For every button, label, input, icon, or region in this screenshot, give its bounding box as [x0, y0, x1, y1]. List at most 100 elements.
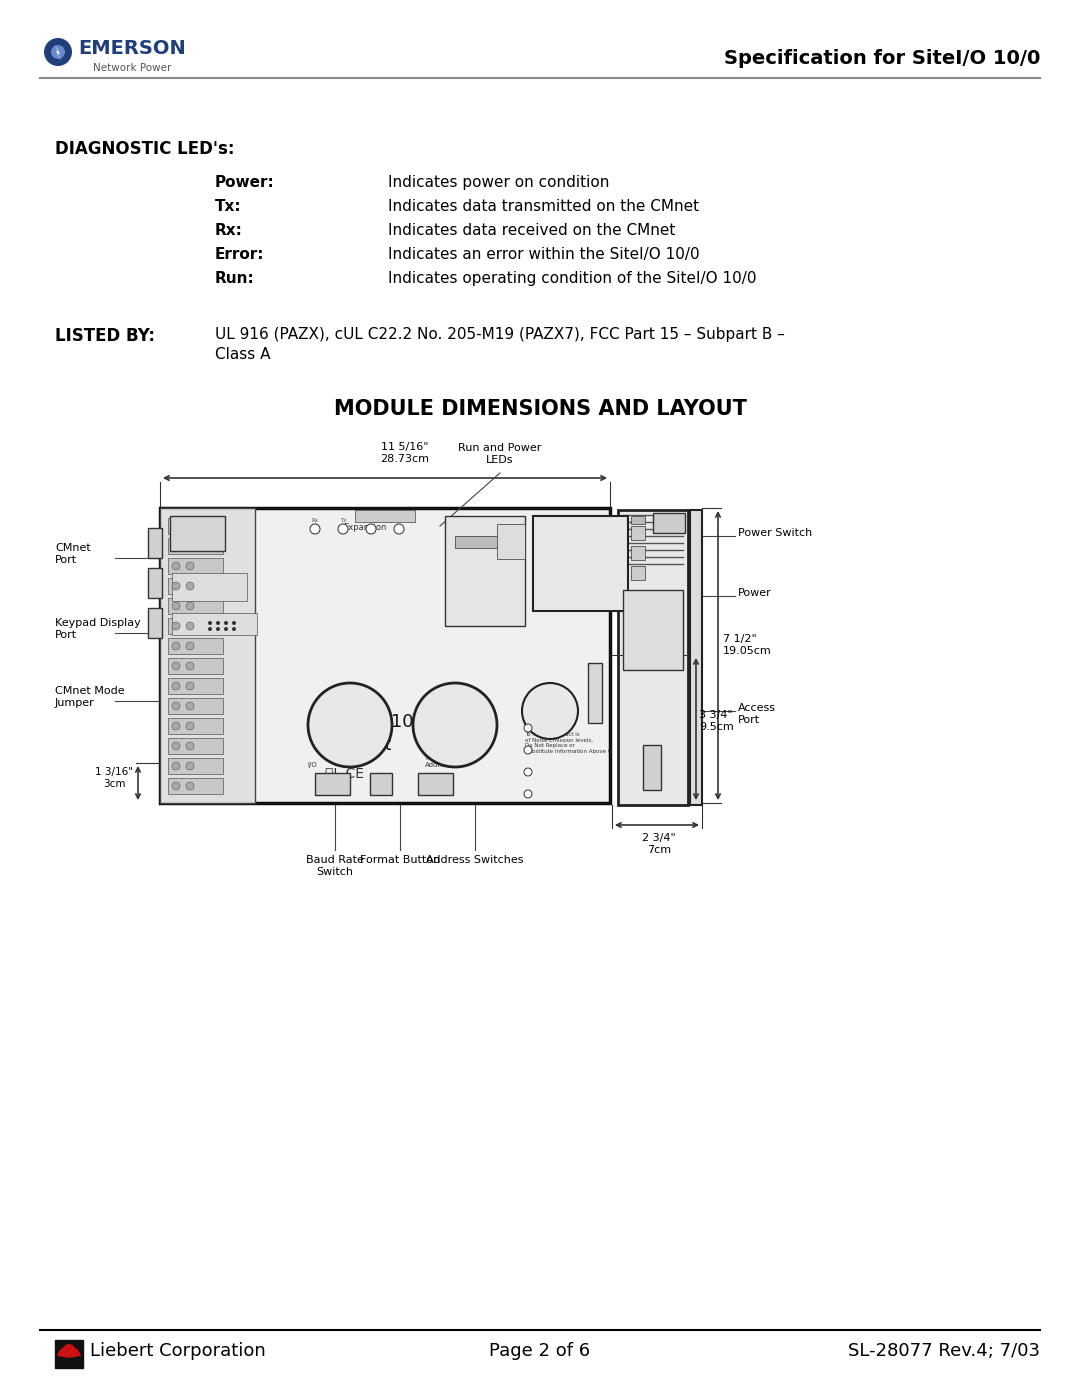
Bar	[168, 698, 222, 714]
Bar	[588, 664, 602, 724]
Bar	[623, 590, 683, 671]
Text: CMnet Mode: CMnet Mode	[173, 615, 216, 622]
Text: Access
Port: Access Port	[535, 687, 561, 707]
Circle shape	[216, 627, 220, 631]
Text: Power: Power	[738, 588, 772, 598]
Circle shape	[172, 643, 180, 650]
Bar	[631, 527, 645, 541]
Text: CAUTION
To Assure Product is
of Noise Emission levels,
Do Not Replace or
Substit: CAUTION To Assure Product is of Noise Em…	[525, 726, 611, 754]
Text: Network Power: Network Power	[93, 63, 172, 73]
Circle shape	[172, 542, 180, 550]
Bar	[168, 759, 222, 774]
Bar	[418, 773, 453, 795]
Text: 11 5/16"
28.73cm: 11 5/16" 28.73cm	[380, 443, 430, 464]
Text: On   Off: On Off	[457, 538, 484, 543]
Circle shape	[44, 38, 72, 66]
Bar	[631, 546, 645, 560]
Polygon shape	[54, 43, 62, 61]
Bar	[168, 718, 222, 733]
Circle shape	[338, 524, 348, 534]
Text: CMnet Mode
Jumper: CMnet Mode Jumper	[55, 686, 124, 708]
Text: Indicates data transmitted on the CMnet: Indicates data transmitted on the CMnet	[388, 198, 699, 214]
Text: Auxiliary
Device
Port: Auxiliary Device Port	[173, 576, 204, 595]
Circle shape	[232, 627, 237, 631]
Text: Run and Power
LEDs: Run and Power LEDs	[458, 443, 542, 465]
Text: MODULE DIMENSIONS AND LAYOUT: MODULE DIMENSIONS AND LAYOUT	[334, 400, 746, 419]
Bar	[631, 515, 645, 524]
Circle shape	[186, 742, 194, 750]
Text: Indicates operating condition of the SiteI/O 10/0: Indicates operating condition of the Sit…	[388, 271, 756, 286]
Circle shape	[522, 683, 578, 739]
Text: Rx: Rx	[312, 518, 319, 522]
Circle shape	[413, 683, 497, 767]
Circle shape	[208, 627, 212, 631]
Circle shape	[172, 722, 180, 731]
Bar	[160, 509, 255, 803]
Circle shape	[394, 524, 404, 534]
Text: Indicates data received on the CMnet: Indicates data received on the CMnet	[388, 224, 675, 237]
Circle shape	[172, 562, 180, 570]
Text: Indicates power on condition: Indicates power on condition	[388, 175, 609, 190]
Bar	[315, 773, 350, 795]
Bar	[172, 613, 257, 636]
Bar	[168, 578, 222, 594]
Bar	[55, 1340, 83, 1368]
Circle shape	[186, 722, 194, 731]
Circle shape	[232, 622, 237, 624]
Text: DIAGNOSTIC LED's:: DIAGNOSTIC LED's:	[55, 140, 234, 158]
Circle shape	[172, 622, 180, 630]
Text: Liebert Corporation: Liebert Corporation	[90, 1343, 266, 1361]
Circle shape	[172, 583, 180, 590]
Text: SL-28077 Rev.4; 7/03: SL-28077 Rev.4; 7/03	[848, 1343, 1040, 1361]
Text: Net+
Net-
Shield: Net+ Net- Shield	[172, 518, 193, 538]
Bar	[168, 557, 222, 574]
Circle shape	[310, 524, 320, 534]
Text: Indicates an error within the SiteI/O 10/0: Indicates an error within the SiteI/O 10…	[388, 247, 700, 263]
Bar	[653, 513, 685, 534]
Text: Module
Address: Module Address	[426, 754, 453, 768]
Text: Specification for SiteI/O 10/0: Specification for SiteI/O 10/0	[724, 49, 1040, 67]
Circle shape	[186, 682, 194, 690]
Circle shape	[186, 622, 194, 630]
Bar	[168, 617, 222, 634]
Circle shape	[366, 524, 376, 534]
Text: Error: Error	[396, 518, 409, 522]
Circle shape	[208, 622, 212, 624]
Bar	[355, 510, 415, 522]
Text: 3 3/4"
9.5cm: 3 3/4" 9.5cm	[699, 710, 733, 732]
Circle shape	[524, 768, 532, 775]
Circle shape	[172, 782, 180, 789]
Bar	[168, 638, 222, 654]
Bar	[168, 538, 222, 555]
Circle shape	[186, 562, 194, 570]
Bar	[168, 738, 222, 754]
Text: Run:: Run:	[215, 271, 255, 286]
Text: Access
Port: Access Port	[738, 703, 777, 725]
Text: Rx:: Rx:	[215, 224, 243, 237]
Text: ⓄL CE: ⓄL CE	[325, 766, 364, 780]
Bar	[497, 524, 525, 559]
Text: Power Switch: Power Switch	[738, 528, 812, 538]
Circle shape	[524, 789, 532, 798]
Circle shape	[308, 683, 392, 767]
Circle shape	[186, 643, 194, 650]
Bar	[148, 608, 162, 638]
Text: Address Switches: Address Switches	[427, 855, 524, 865]
Bar	[148, 569, 162, 598]
Circle shape	[172, 742, 180, 750]
Text: Page 2 of 6: Page 2 of 6	[489, 1343, 591, 1361]
Bar	[160, 509, 610, 803]
Text: Rx: Rx	[368, 518, 375, 522]
Text: I/O
Expansion: I/O Expansion	[343, 513, 387, 532]
Circle shape	[186, 602, 194, 610]
Circle shape	[186, 583, 194, 590]
Circle shape	[172, 682, 180, 690]
Circle shape	[186, 542, 194, 550]
Circle shape	[172, 761, 180, 770]
Circle shape	[186, 761, 194, 770]
Bar	[168, 778, 222, 793]
Bar	[170, 515, 225, 550]
Text: Power:: Power:	[215, 175, 274, 190]
Bar	[172, 573, 247, 601]
Text: CMnet
Port: CMnet Port	[55, 543, 91, 564]
